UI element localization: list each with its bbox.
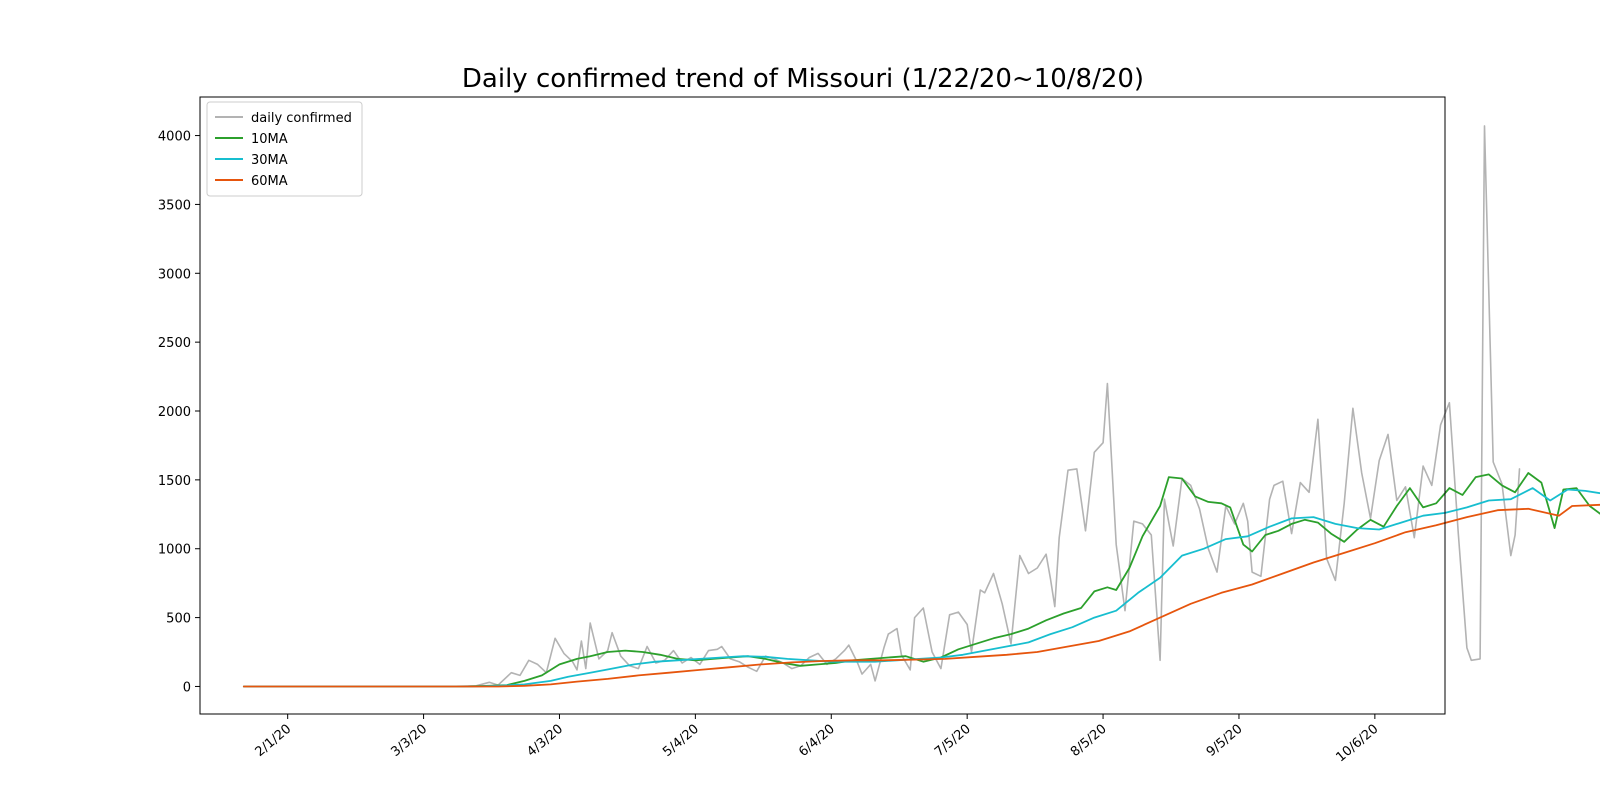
y-tick-label: 2000	[158, 405, 191, 420]
chart-title: Daily confirmed trend of Missouri (1/22/…	[462, 64, 1144, 94]
series-line-daily-confirmed	[243, 125, 1521, 688]
legend-label: 30MA	[251, 153, 288, 168]
y-tick-label: 4000	[158, 130, 191, 145]
y-tick-label: 1000	[158, 543, 191, 558]
series-line-60ma	[242, 503, 1600, 688]
legend-box	[206, 101, 363, 197]
series-line-10ma	[242, 472, 1600, 688]
y-tick-label: 3000	[158, 267, 191, 282]
y-tick-label: 2500	[158, 336, 191, 351]
legend-label: daily confirmed	[251, 111, 352, 126]
y-tick-label: 500	[166, 612, 191, 627]
y-tick-label: 0	[183, 680, 191, 695]
legend-label: 60MA	[251, 174, 288, 189]
y-tick-label: 3500	[158, 198, 191, 213]
axes-frame	[199, 96, 1446, 715]
legend: daily confirmed 10MA 30MA 60MA	[206, 101, 363, 197]
legend-label: 10MA	[251, 132, 288, 147]
y-tick-label: 1500	[158, 474, 191, 489]
series-line-30ma	[242, 487, 1600, 688]
